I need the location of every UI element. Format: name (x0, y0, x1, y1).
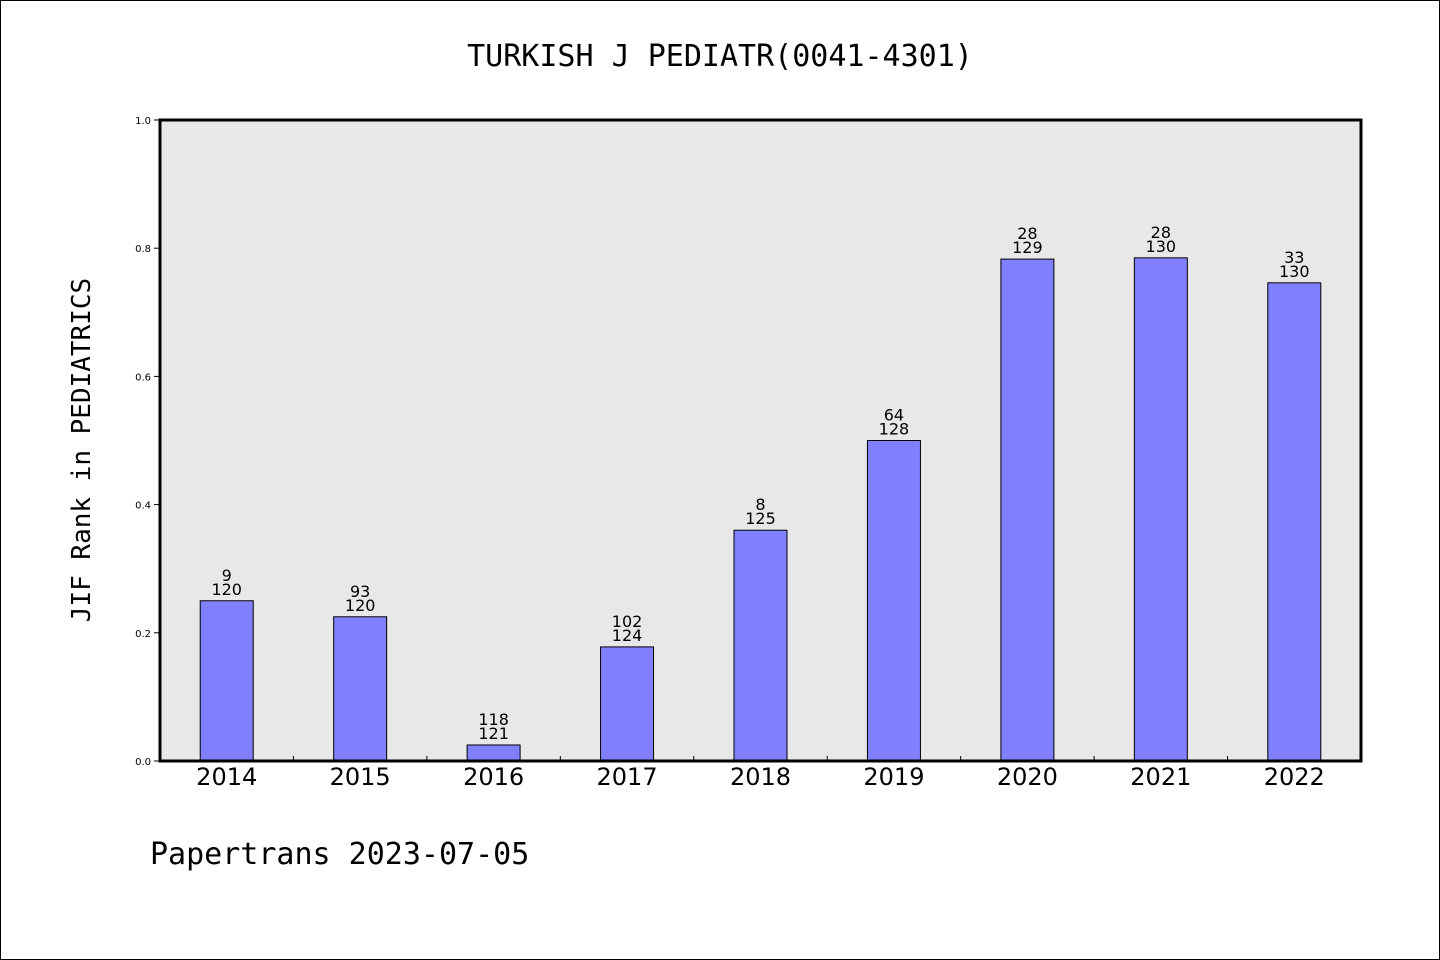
bar-rank-label: 64 (884, 406, 904, 425)
plot-area: 0.00.20.40.60.81.09120201493120201511812… (135, 116, 1363, 791)
bar-2021 (1133, 257, 1188, 762)
bar-rank-label: 8 (755, 495, 765, 514)
y-tick-label: 0.6 (135, 372, 151, 383)
x-tick-label: 2019 (863, 763, 924, 791)
bar-total-label: 125 (745, 509, 776, 528)
bar-total-label: 120 (345, 596, 376, 615)
y-tick-label: 0.2 (135, 629, 151, 640)
bar-2014 (199, 600, 254, 762)
bar-total-label: 129 (1012, 238, 1043, 257)
bar-rank-label: 118 (478, 710, 509, 729)
bar-2019 (866, 440, 921, 762)
x-tick-label: 2016 (463, 763, 524, 791)
bar-rank-label: 28 (1151, 223, 1171, 242)
y-tick-label: 0.4 (135, 501, 151, 512)
bar-rank-label: 102 (612, 612, 643, 631)
x-tick-label: 2018 (730, 763, 791, 791)
x-tick-label: 2015 (330, 763, 391, 791)
x-tick-label: 2020 (997, 763, 1058, 791)
bar-2022 (1267, 282, 1322, 762)
x-tick-label: 2014 (196, 763, 257, 791)
bar-2016 (466, 744, 521, 762)
bar-2015 (333, 616, 388, 762)
chart-title: TURKISH J PEDIATR(0041-4301) (467, 39, 973, 74)
bar-total-label: 130 (1146, 237, 1177, 256)
y-tick-label: 0.8 (135, 244, 151, 255)
x-tick-label: 2022 (1264, 763, 1325, 791)
bar-rank-label: 33 (1284, 248, 1304, 267)
bar-total-label: 130 (1279, 262, 1310, 281)
bar-total-label: 120 (211, 580, 242, 599)
plot-border (158, 118, 1363, 763)
y-axis-label: JIF Rank in PEDIATRICS (67, 278, 97, 622)
bar-rank-label: 9 (222, 566, 232, 585)
bar-total-label: 124 (612, 626, 643, 645)
y-tick-label: 1.0 (135, 116, 151, 127)
bar-rank-label: 28 (1017, 224, 1037, 243)
bar-2020 (1000, 258, 1055, 762)
bar-total-label: 121 (478, 724, 509, 743)
bar-2017 (600, 646, 655, 762)
bar-total-label: 128 (879, 420, 910, 439)
x-tick-label: 2017 (597, 763, 658, 791)
x-tick-label: 2021 (1130, 763, 1191, 791)
y-tick-label: 0.0 (135, 757, 151, 768)
bar-2018 (733, 529, 788, 762)
footer-credit: Papertrans 2023-07-05 (150, 837, 529, 872)
bar-rank-label: 93 (350, 582, 370, 601)
